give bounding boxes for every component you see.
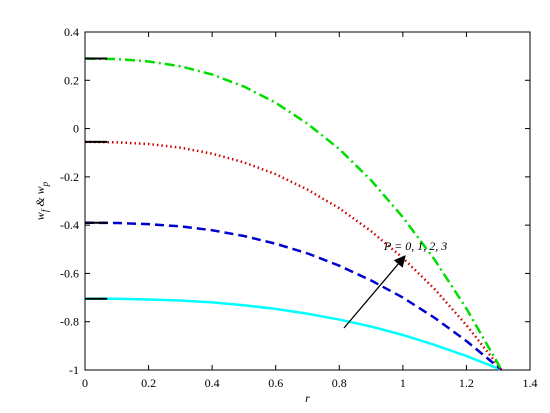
- y-tick-label: 0.2: [64, 73, 79, 87]
- y-axis-label: wf & wp: [33, 181, 50, 220]
- y-tick-label: -0.4: [60, 218, 79, 232]
- y-axis-label-part: & w: [33, 186, 47, 209]
- series-line: [84, 57, 503, 371]
- series-line: [85, 297, 502, 372]
- series-line: [84, 140, 503, 371]
- y-tick-label: -0.8: [60, 315, 79, 329]
- series-line: [84, 221, 503, 371]
- annotation-arrow: [343, 255, 406, 329]
- x-tick-label: 0.8: [332, 376, 347, 390]
- x-tick-label: 1: [400, 376, 406, 390]
- y-axis-label-subscript: p: [40, 181, 50, 187]
- y-tick-label: -0.2: [60, 170, 79, 184]
- y-tick-label: 0.4: [64, 25, 79, 39]
- x-tick-label: 0: [82, 376, 88, 390]
- y-tick-label: -0.6: [60, 266, 79, 280]
- x-tick-label: 1.2: [459, 376, 474, 390]
- y-tick-label: -1: [69, 363, 79, 377]
- plot-frame: [84, 31, 531, 371]
- x-tick-label: 0.6: [268, 376, 283, 390]
- x-axis-label: r: [305, 391, 310, 405]
- annotation: P = 0, 1, 2, 3: [383, 239, 447, 253]
- y-tick-label: 0: [73, 122, 79, 136]
- y-axis-label-subscript: f: [40, 208, 50, 212]
- x-tick-label: 0.2: [141, 376, 156, 390]
- x-tick-label: 1.4: [523, 376, 538, 390]
- x-tick-label: 0.4: [205, 376, 220, 390]
- y-axis-label-part: w: [33, 212, 47, 220]
